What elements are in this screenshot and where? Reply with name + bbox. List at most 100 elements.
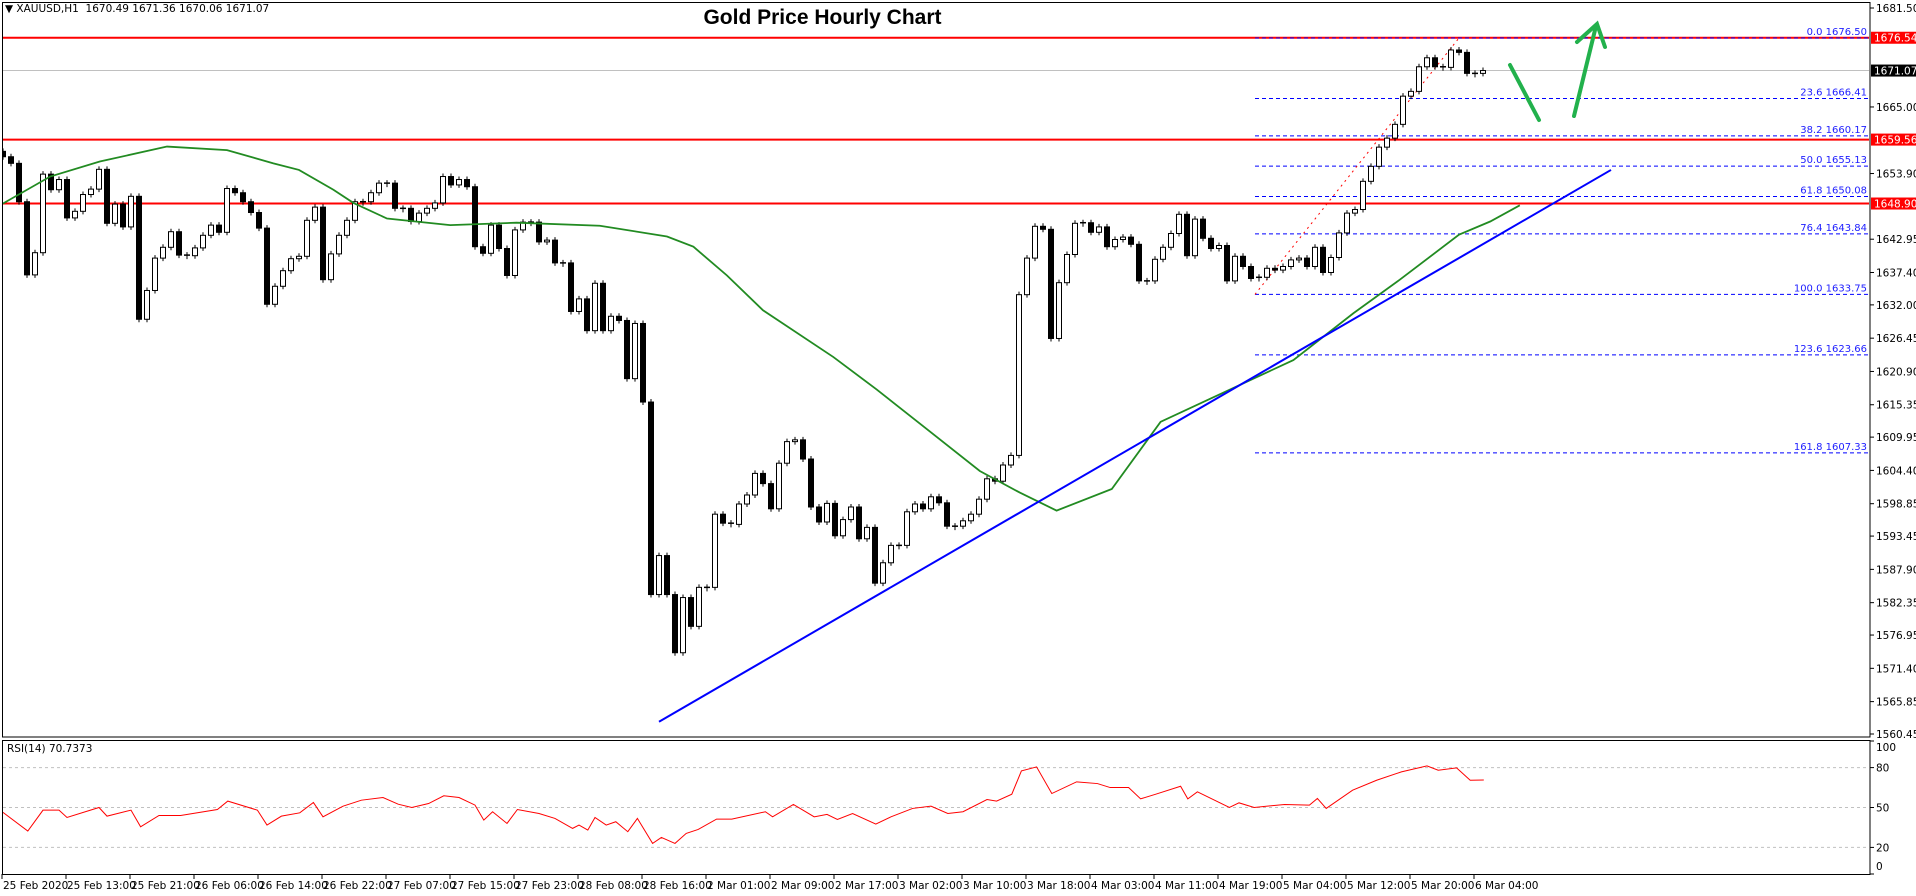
candle-bullish (1112, 239, 1118, 248)
rsi-axis-label: 50 (1876, 803, 1889, 815)
candle-bearish (1088, 222, 1094, 233)
candle-bullish (912, 503, 918, 513)
y-axis-label: 1609.95 (1876, 432, 1916, 444)
candle-bullish (632, 322, 638, 380)
rsi-axis-label: 20 (1876, 842, 1889, 854)
candle-bullish (80, 194, 86, 212)
candle-bearish (856, 506, 862, 540)
candle-bullish (576, 298, 582, 312)
down-stroke-arrow (1508, 63, 1541, 122)
candle-bearish (760, 472, 766, 485)
y-axis-label: 1642.95 (1876, 234, 1916, 246)
candle-bullish (168, 231, 174, 248)
y-axis-label: 1593.45 (1876, 531, 1916, 543)
candle-bullish (928, 496, 934, 510)
candle-bullish (864, 526, 870, 540)
x-axis-label: 5 Mar 12:00 (1347, 880, 1410, 892)
candle-bearish (1048, 228, 1054, 339)
triangle-down-icon[interactable]: ▼ (5, 3, 17, 15)
y-axis-label: 1632.00 (1876, 300, 1916, 312)
y-axis-label: 1587.90 (1876, 564, 1916, 576)
candle-bullish (960, 520, 966, 527)
candle-bearish (264, 227, 270, 305)
candle-bullish (440, 176, 446, 204)
candle-bullish (712, 513, 718, 588)
price-tag (1871, 197, 1916, 210)
candle-bullish (976, 498, 982, 515)
candle-bullish (1480, 70, 1486, 74)
candle-bearish (256, 212, 262, 229)
candle-bearish (808, 458, 814, 508)
x-axis-label: 28 Feb 16:00 (643, 880, 712, 892)
candle-bearish (8, 156, 14, 164)
candle-bullish (1280, 265, 1286, 271)
x-axis-label: 26 Feb 14:00 (259, 880, 328, 892)
candle-bearish (504, 248, 510, 276)
candle-bullish (656, 555, 662, 596)
y-axis-label: 1653.90 (1876, 169, 1916, 181)
rsi-panel[interactable] (3, 765, 1870, 848)
candle-bearish (16, 162, 22, 203)
candle-bearish (1040, 225, 1046, 230)
candle-bullish (280, 270, 286, 287)
fib-level-label: 38.2 1660.17 (1800, 125, 1867, 136)
candle-bullish (696, 586, 702, 627)
candle-bullish (368, 192, 374, 203)
candle-bullish (848, 506, 854, 521)
up-arrow-head-icon (1575, 20, 1607, 49)
candle-bullish (304, 219, 310, 257)
x-axis-label: 2 Mar 09:00 (771, 880, 834, 892)
main-panel-border (2, 2, 1871, 738)
candle-bearish (1320, 246, 1326, 273)
candle-bullish (776, 462, 782, 510)
candle-bullish (744, 494, 750, 505)
candle-bullish (1360, 180, 1366, 211)
candle-bullish (376, 182, 382, 194)
y-axis-label: 1604.40 (1876, 465, 1916, 477)
candle-bearish (1304, 257, 1310, 267)
candle-bearish (688, 597, 694, 627)
candle-bullish (1264, 267, 1270, 278)
candle-bullish (1072, 222, 1078, 255)
main-price-panel[interactable]: 0.0 1676.50 23.6 1666.41 38.2 1660.17 50.0 … (0, 27, 1870, 723)
candle-bullish (736, 503, 742, 525)
candle-bullish (352, 201, 358, 221)
price-tag-label: 1648.90 (1874, 199, 1916, 211)
candle-bullish (1288, 259, 1294, 267)
candle-bearish (1248, 265, 1254, 279)
candle-bearish (248, 201, 254, 214)
y-axis-label: 1582.35 (1876, 598, 1916, 610)
candle-bullish (1384, 137, 1390, 148)
candle-bearish (472, 186, 478, 248)
candle-bullish (1008, 454, 1014, 466)
candle-bullish (1016, 294, 1022, 456)
fib-level-label: 100.0 1633.75 (1794, 283, 1867, 294)
x-axis-label: 4 Mar 03:00 (1091, 880, 1154, 892)
candle-bullish (432, 202, 438, 209)
candle-bearish (616, 315, 622, 321)
candle-bearish (496, 224, 502, 250)
fib-trend-line (1254, 37, 1460, 295)
fib-level-label: 123.6 1623.66 (1794, 344, 1867, 355)
candle-bullish (1216, 245, 1222, 250)
rsi-axis-label: 0 (1876, 861, 1883, 873)
y-axis-label: 1615.35 (1876, 400, 1916, 412)
x-axis-label: 26 Feb 06:00 (195, 880, 264, 892)
candle-bullish (488, 224, 494, 254)
y-axis-label: 1626.45 (1876, 333, 1916, 345)
x-axis-label: 27 Feb 07:00 (387, 880, 456, 892)
candle-bearish (320, 206, 326, 281)
x-axis-label: 5 Mar 04:00 (1283, 880, 1346, 892)
y-axis-label: 1637.40 (1876, 267, 1916, 279)
candle-bullish (1152, 258, 1158, 282)
candle-bearish (136, 195, 142, 320)
y-axis-label: 1565.85 (1876, 697, 1916, 709)
candle-bullish (288, 258, 294, 272)
candle-bearish (872, 526, 878, 584)
candle-bullish (592, 282, 598, 332)
candle-bullish (152, 257, 158, 291)
candle-bearish (600, 282, 606, 332)
candle-bearish (672, 594, 678, 654)
x-axis-label: 28 Feb 08:00 (579, 880, 648, 892)
